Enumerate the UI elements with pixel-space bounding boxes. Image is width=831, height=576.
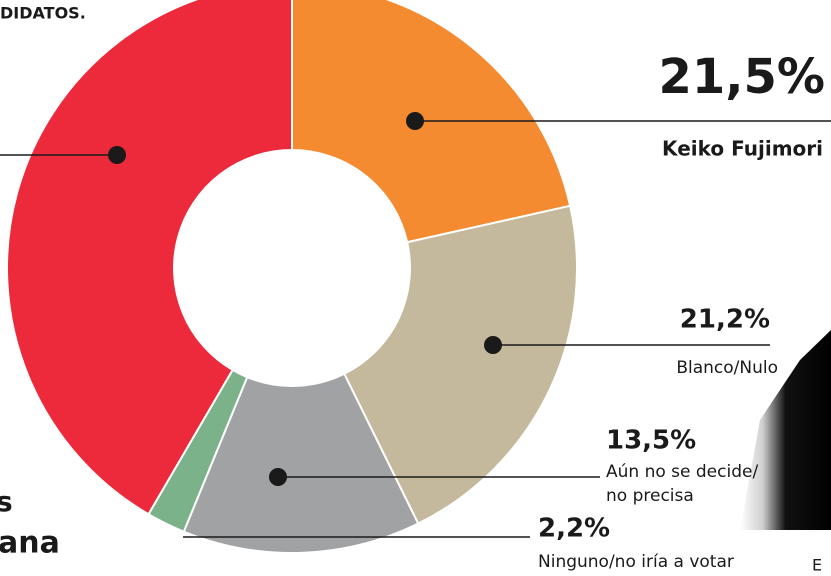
value-label: 13,5% xyxy=(606,426,696,456)
leader-dot xyxy=(108,146,126,164)
leader-dot xyxy=(269,468,287,486)
category-label: Aún no se decide/ xyxy=(606,462,758,482)
cropped-title: s xyxy=(0,485,13,518)
leader-dot xyxy=(406,112,424,130)
category-label: Ninguno/no iría a votar xyxy=(538,552,734,572)
cropped-title: ana xyxy=(0,526,60,561)
category-label: Blanco/Nulo xyxy=(676,358,778,378)
category-label: Keiko Fujimori xyxy=(662,137,823,161)
value-label: 21,2% xyxy=(680,305,770,335)
category-label: no precisa xyxy=(606,486,694,506)
chart: DIDATOS. s ana E 21,5% Keiko Fujimori 21,2… xyxy=(0,0,831,576)
cropped-caption: E xyxy=(812,556,822,575)
leader-dot xyxy=(484,336,502,354)
cropped-heading: DIDATOS. xyxy=(0,4,86,23)
value-label: 2,2% xyxy=(538,514,610,544)
value-label: 21,5% xyxy=(658,49,825,105)
